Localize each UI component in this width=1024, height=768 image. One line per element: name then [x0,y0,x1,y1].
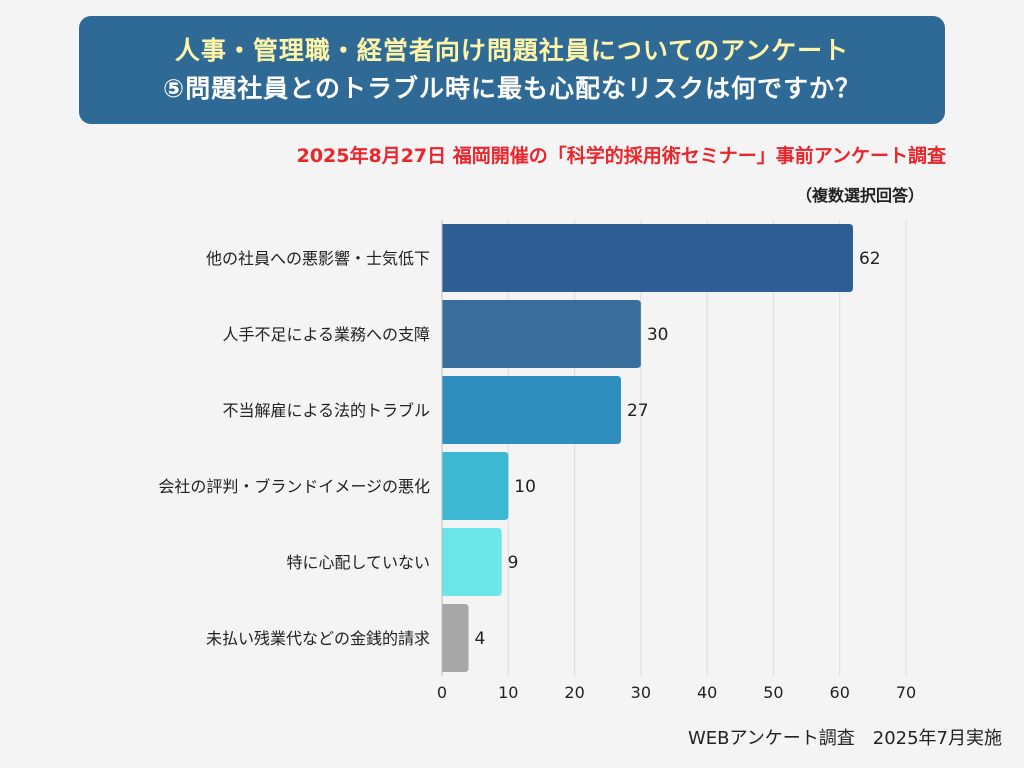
x-tick-label-6: 60 [830,683,850,702]
survey-subtitle: 2025年8月27日 福岡開催の「科学的採用術セミナー」事前アンケート調査 [296,145,946,167]
title-line-1: 人事・管理職・経営者向け問題社員についてのアンケート [174,36,850,65]
x-tick-label-2: 20 [564,683,584,702]
bar-value-label-4: 9 [508,553,519,573]
bar-value-label-3: 10 [514,477,536,497]
category-label-3: 会社の評判・ブランドイメージの悪化 [158,477,430,496]
x-tick-label-7: 70 [896,683,916,702]
bar-value-label-2: 27 [627,401,649,421]
x-tick-label-3: 30 [631,683,651,702]
category-label-2: 不当解雇による法的トラブル [222,401,430,420]
title-line-2: ⑤問題社員とのトラブル時に最も心配なリスクは何ですか？ [163,74,861,103]
survey-footer: WEBアンケート調査 2025年7月実施 [687,728,1002,749]
title-banner: 人事・管理職・経営者向け問題社員についてのアンケート ⑤問題社員とのトラブル時に… [79,16,945,124]
bar-1 [442,300,641,368]
category-label-4: 特に心配していない [286,553,430,572]
bar-value-label-1: 30 [647,325,669,345]
x-tick-label-0: 0 [437,683,447,702]
bar-0 [442,224,853,292]
bar-value-label-5: 4 [475,629,486,649]
category-label-5: 未払い残業代などの金銭的請求 [206,629,430,648]
category-label-1: 人手不足による業務への支障 [222,325,430,344]
bar-5 [442,604,469,672]
bar-value-label-0: 62 [859,249,881,269]
x-tick-label-4: 40 [697,683,717,702]
bar-2 [442,376,621,444]
bar-3 [442,452,509,520]
multiple-answer-note: （複数選択回答） [795,186,924,205]
category-label-0: 他の社員への悪影響・士気低下 [206,249,430,268]
bar-4 [442,528,502,596]
x-tick-label-5: 50 [763,683,783,702]
x-tick-label-1: 10 [498,683,518,702]
